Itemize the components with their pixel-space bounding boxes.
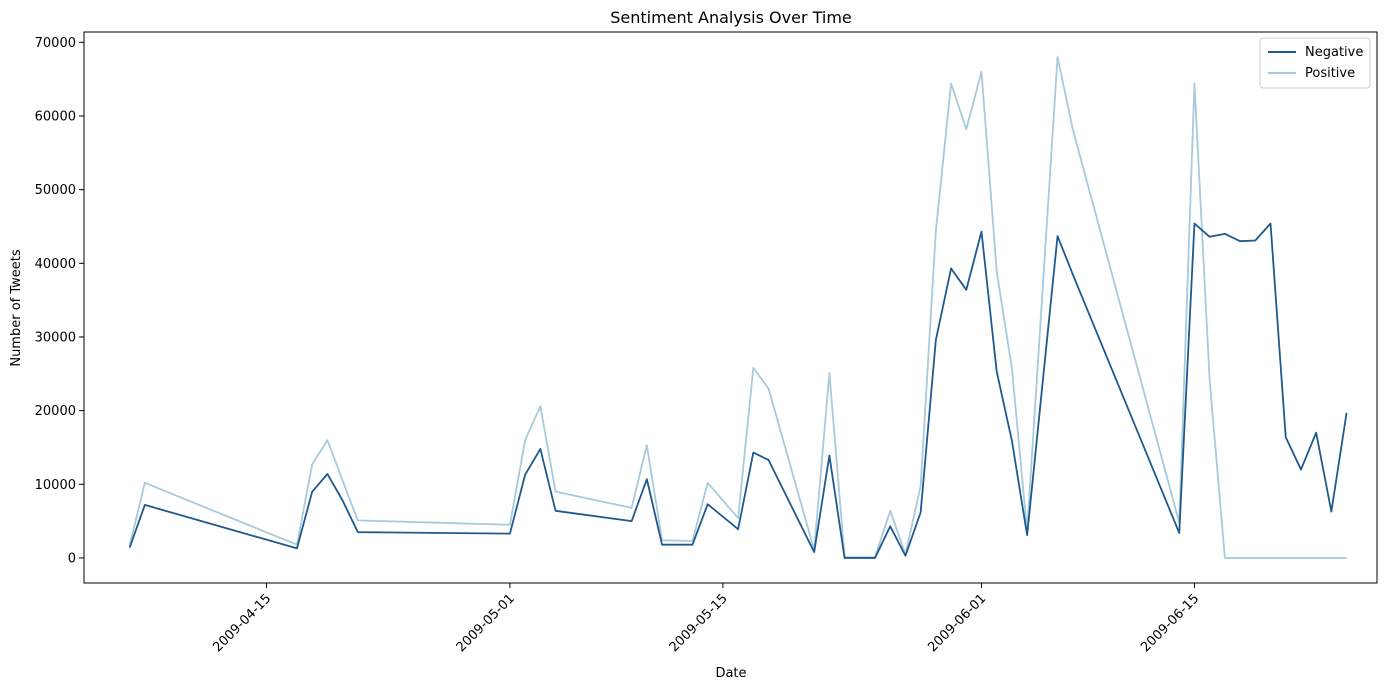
x-tick-label: 2009-06-15 (1138, 591, 1202, 655)
y-tick-label: 20000 (35, 404, 76, 419)
y-tick-label: 30000 (35, 330, 76, 345)
legend: Negative Positive (1259, 37, 1371, 89)
series-line-positive (128, 56, 1347, 559)
y-tick-label: 0 (68, 551, 76, 566)
x-axis-label: Date (715, 666, 746, 681)
series-line-negative (128, 222, 1348, 559)
y-tick-label: 50000 (35, 183, 76, 198)
y-axis-label: Number of Tweets (9, 249, 24, 367)
x-tick-label: 2009-05-01 (454, 591, 518, 655)
plot-frame (83, 31, 1378, 584)
x-tick-label: 2009-06-01 (925, 591, 989, 655)
legend-label-negative: Negative (1305, 45, 1363, 60)
y-tick-label: 70000 (35, 36, 76, 51)
chart-title: Sentiment Analysis Over Time (610, 8, 852, 27)
y-axis: 0 10000 20000 30000 40000 50000 60000 70000 (35, 36, 84, 566)
legend-box (1259, 37, 1371, 89)
y-tick-label: 40000 (35, 257, 76, 272)
legend-label-positive: Positive (1305, 66, 1355, 81)
x-tick-label: 2009-05-15 (667, 591, 731, 655)
series-lines (128, 56, 1348, 559)
x-tick-label: 2009-04-15 (210, 591, 274, 655)
x-axis: 2009-04-15 2009-05-01 2009-05-15 2009-06-01… (210, 583, 1202, 655)
y-tick-label: 60000 (35, 109, 76, 124)
y-tick-label: 10000 (35, 478, 76, 493)
